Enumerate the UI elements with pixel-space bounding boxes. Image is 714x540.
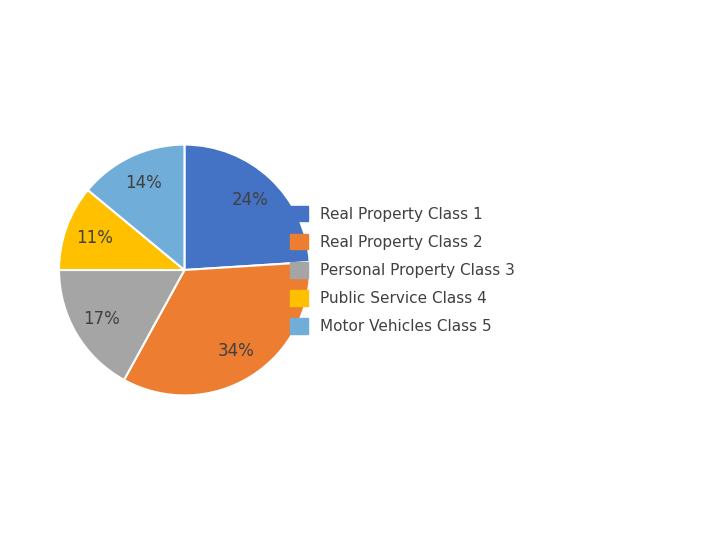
Text: 14%: 14% <box>125 174 162 192</box>
Wedge shape <box>88 145 184 270</box>
Text: 17%: 17% <box>84 310 120 328</box>
Wedge shape <box>59 270 184 380</box>
Text: 24%: 24% <box>232 191 268 209</box>
Legend: Real Property Class 1, Real Property Class 2, Personal Property Class 3, Public : Real Property Class 1, Real Property Cla… <box>282 198 523 342</box>
Wedge shape <box>59 190 184 270</box>
Text: 34%: 34% <box>218 342 254 360</box>
Wedge shape <box>124 262 310 395</box>
Wedge shape <box>184 145 310 270</box>
Text: 11%: 11% <box>76 228 113 247</box>
